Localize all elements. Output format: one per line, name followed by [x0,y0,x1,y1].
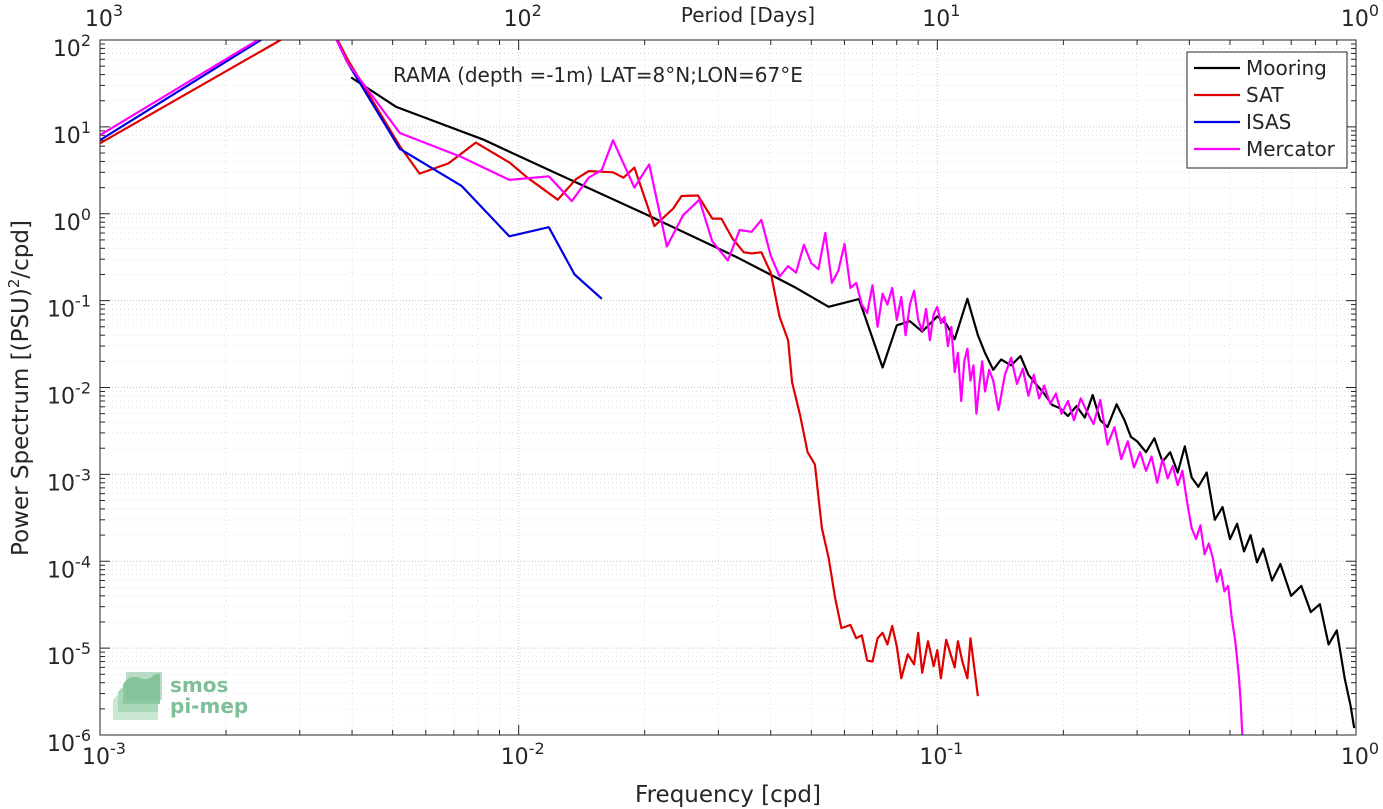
y-axis-label-superscript: 2 [5,279,23,289]
y-tick-label-exponent: -2 [75,379,91,398]
series-group [100,40,1356,735]
x-tick-label: 10-2 [501,739,545,770]
y-tick-label-base: 10 [47,645,75,670]
y-tick-label: 10-6 [47,726,91,757]
logo-waves-icon [113,672,162,720]
y-tick-label-base: 10 [47,298,75,323]
y-tick-label: 10-1 [47,292,91,323]
top-tick-label-base: 10 [1341,7,1369,32]
top-tick-label-exponent: 1 [950,1,960,20]
y-tick-label-exponent: -6 [75,726,91,745]
y-tick-label-base: 10 [47,732,75,757]
tick-labels: 10-3 10-2 10-1 10010-610-510-410-310-210-11… [47,1,1379,770]
y-tick-label-exponent: 0 [81,205,91,224]
y-tick-label: 10-4 [47,552,91,583]
top-tick-label-base: 10 [922,7,950,32]
x-tick-label: 10-3 [82,739,126,770]
x-tick-label-base: 10 [501,745,529,770]
y-axis-label-tail: /cpd] [8,220,34,279]
top-tick-label-exponent: 0 [1369,1,1379,20]
top-tick-label: 100 [1341,1,1379,32]
x-tick-label-base: 10 [919,745,947,770]
y-tick-label-base: 10 [53,211,81,236]
y-tick-label-exponent: -5 [75,639,91,658]
top-axis-label: Period [Days] [681,3,815,27]
top-tick-label-exponent: 2 [532,1,542,20]
x-tick-label-exponent: -2 [529,739,545,758]
top-tick-label: 102 [504,1,542,32]
legend-label-mercator: Mercator [1246,137,1336,161]
y-tick-label-base: 10 [47,471,75,496]
y-tick-label: 10-5 [47,639,91,670]
logo-pi-mep: pi-mep [170,694,248,718]
x-tick-label-exponent: -3 [110,739,126,758]
y-tick-label-base: 10 [53,124,81,149]
top-tick-label-base: 10 [85,7,113,32]
top-tick-label-exponent: 3 [113,1,123,20]
legend-label-sat: SAT [1246,83,1284,107]
y-tick-label-base: 10 [47,385,75,410]
y-tick-label: 101 [53,118,91,149]
top-tick-label: 101 [922,1,960,32]
y-tick-label-base: 10 [53,37,81,62]
legend: Mooring SAT ISAS Mercator [1186,51,1348,169]
y-tick-label-exponent: -4 [75,552,91,571]
top-tick-label-base: 10 [504,7,532,32]
axes-box [99,39,1357,736]
series-line-mercator [100,40,1244,735]
y-tick-label-exponent: 2 [81,31,91,50]
series-line-isas [100,40,603,300]
y-tick-label-exponent: -3 [75,465,91,484]
chart-title: RAMA (depth =-1m) LAT=8°N;LON=67°E [393,63,803,87]
legend-label-mooring: Mooring [1246,56,1327,80]
x-tick-label-exponent: 0 [1369,739,1379,758]
x-tick-label-base: 10 [82,745,110,770]
x-tick-label-exponent: -1 [947,739,963,758]
smos-pi-mep-logo: smos pi-mep [113,672,248,720]
logo-smos: smos [170,673,228,697]
y-axis-label: Power Spectrum [(PSU)2/cpd] [5,220,34,556]
x-tick-label-base: 10 [1341,745,1369,770]
x-axis-label: Frequency [cpd] [635,782,821,808]
x-tick-label: 100 [1341,739,1379,770]
y-tick-label-base: 10 [47,558,75,583]
top-tick-label: 103 [85,1,123,32]
legend-label-isas: ISAS [1246,110,1291,134]
y-tick-label-exponent: -1 [75,292,91,311]
series-line-sat [100,40,979,697]
y-tick-label-exponent: 1 [81,118,91,137]
y-tick-label: 100 [53,205,91,236]
x-tick-label: 10-1 [919,739,963,770]
y-tick-label: 102 [53,31,91,62]
y-axis-label-main: Power Spectrum [(PSU) [8,288,34,556]
y-tick-label: 10-2 [47,379,91,410]
y-tick-label: 10-3 [47,465,91,496]
axis-ticks [99,39,1357,736]
